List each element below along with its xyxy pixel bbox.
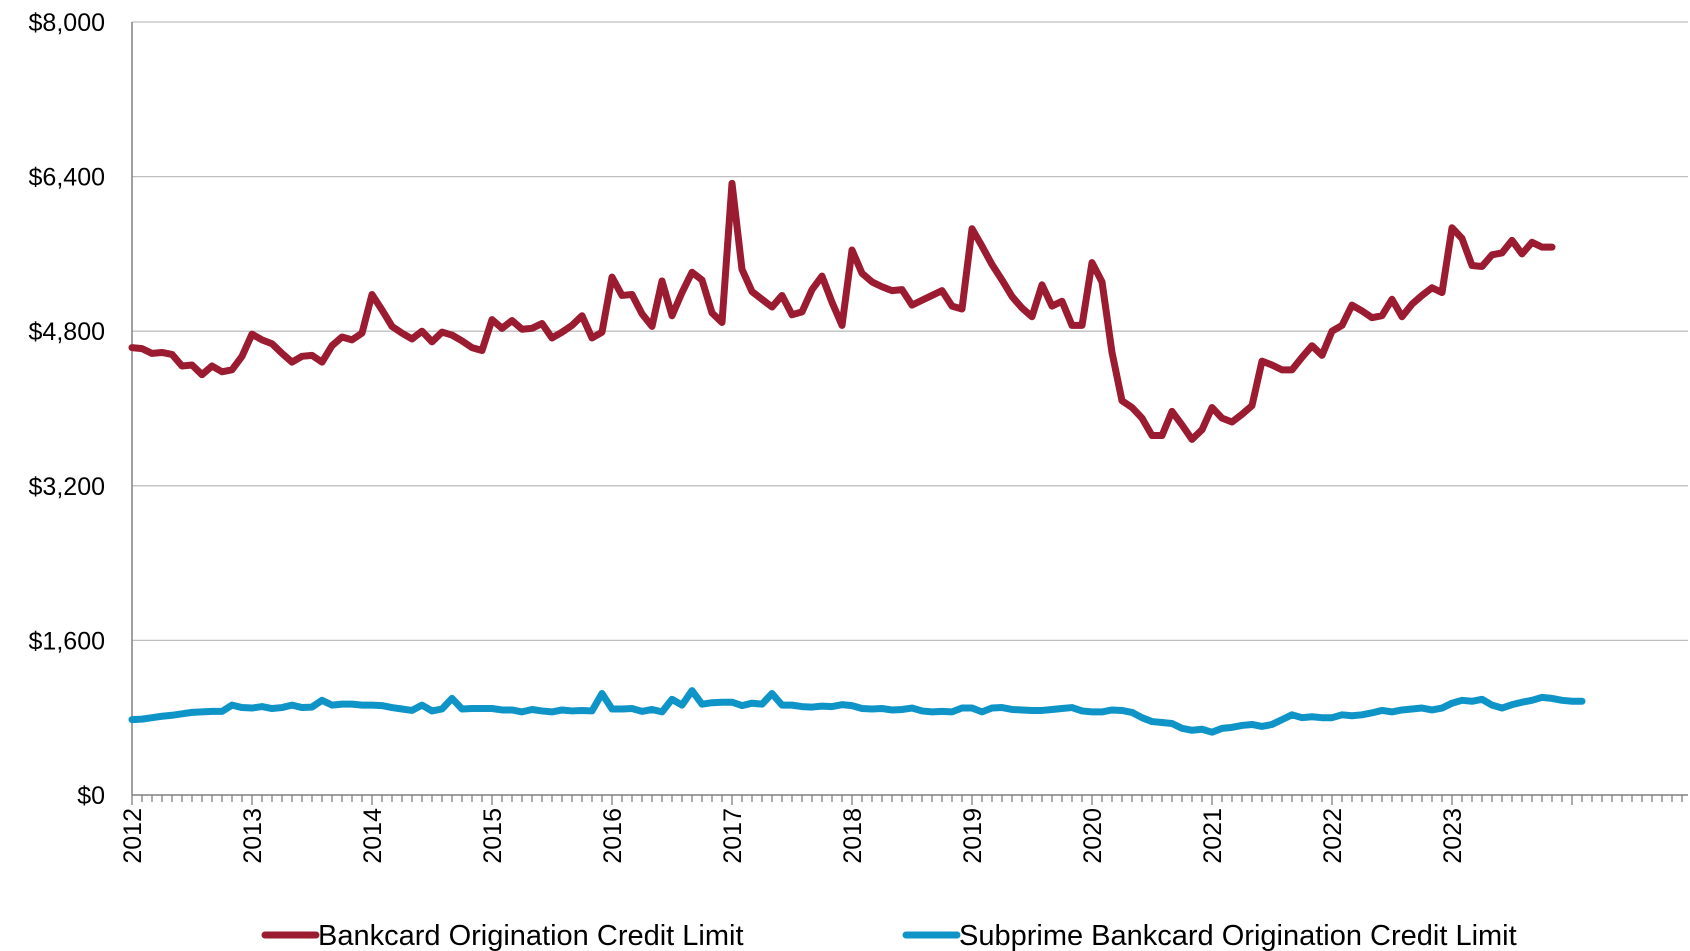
series-line-0: [128, 179, 1556, 443]
legend: Bankcard Origination Credit Limit Subpri…: [261, 920, 1517, 951]
axes: [131, 22, 1688, 796]
y-tick-label-0: $0: [77, 782, 105, 810]
x-tick-label-2016: 2016: [599, 808, 627, 864]
x-tick-label-2022: 2022: [1319, 808, 1347, 864]
legend-label-subprime-bankcard: Subprime Bankcard Origination Credit Lim…: [959, 920, 1517, 951]
y-tick-label-3: $4,800: [29, 318, 105, 346]
y-tick-label-4: $6,400: [29, 164, 105, 192]
series-lines: [128, 179, 1586, 736]
legend-item-bankcard: Bankcard Origination Credit Limit: [261, 920, 744, 951]
series-line-1: [128, 687, 1586, 736]
grid-lines: [132, 21, 1688, 642]
x-tick-label-2021: 2021: [1199, 808, 1227, 864]
x-tick-label-2012: 2012: [119, 808, 147, 864]
x-tick-label-2015: 2015: [479, 808, 507, 864]
legend-label-bankcard: Bankcard Origination Credit Limit: [318, 920, 744, 951]
y-tick-label-1: $1,600: [29, 627, 105, 655]
y-tick-label-2: $3,200: [29, 473, 105, 501]
x-tick-label-2013: 2013: [239, 808, 267, 864]
x-tick-marks: [131, 795, 1683, 805]
x-tick-label-2017: 2017: [719, 808, 747, 864]
y-tick-label-5: $8,000: [29, 9, 105, 37]
x-tick-labels: 2012 2013 2014 2015 2016 2017 2018 2019 2020 2021…: [119, 808, 1467, 864]
x-tick-label-2019: 2019: [959, 808, 987, 864]
x-tick-label-2023: 2023: [1439, 808, 1467, 864]
y-tick-labels: $0 $1,600 $3,200 $4,800 $6,400 $8,000: [29, 9, 105, 810]
x-tick-label-2020: 2020: [1079, 808, 1107, 864]
x-tick-label-2014: 2014: [359, 808, 387, 864]
legend-item-subprime-bankcard: Subprime Bankcard Origination Credit Lim…: [902, 920, 1517, 951]
x-tick-label-2018: 2018: [839, 808, 867, 864]
